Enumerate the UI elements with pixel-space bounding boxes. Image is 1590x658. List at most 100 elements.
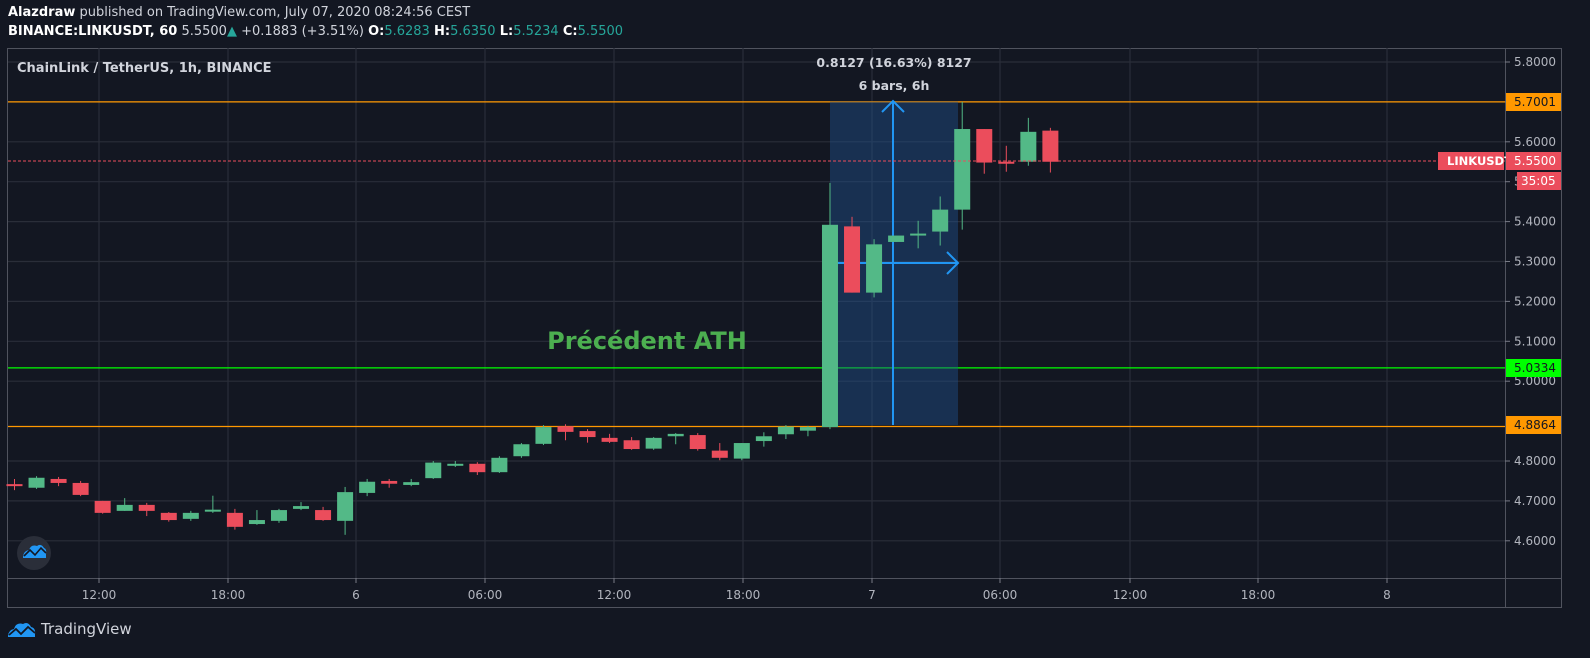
chart-frame[interactable] — [7, 48, 1562, 608]
x-tick-label: 06:00 — [468, 588, 503, 602]
x-tick-label: 18:00 — [726, 588, 761, 602]
candle-up — [182, 512, 199, 519]
ohlc-info: BINANCE:LINKUSDT, 60 5.5500▲ +0.1883 (+3… — [8, 24, 623, 39]
candle-up — [733, 443, 750, 459]
candle-up — [513, 444, 530, 457]
y-tick-label: 4.6000 — [1514, 534, 1556, 548]
candle-down — [226, 512, 243, 527]
candle-up — [359, 481, 376, 493]
logo-line — [23, 546, 47, 557]
candle-down — [557, 426, 574, 432]
x-tick-label: 7 — [868, 588, 876, 602]
candle-down — [50, 478, 67, 483]
countdown-value: 35:05 — [1521, 174, 1556, 188]
candle-up — [866, 244, 883, 293]
candle-down — [844, 226, 861, 293]
candle-up — [932, 209, 949, 232]
low-value: 5.5234 — [513, 24, 559, 39]
candle-up — [425, 462, 442, 479]
candle-down — [138, 504, 155, 511]
candle-down — [381, 480, 398, 484]
low-label: L: — [499, 24, 514, 39]
level-bottom-badge — [1506, 416, 1561, 434]
price-axis[interactable]: 5.80005.70005.60005.50005.40005.30005.20… — [1505, 55, 1556, 548]
x-tick-label: 18:00 — [1241, 588, 1276, 602]
candle-up — [821, 224, 838, 428]
chart-legend-title: ChainLink / TetherUS, 1h, BINANCE — [17, 61, 272, 76]
y-tick-label: 5.1000 — [1514, 334, 1556, 348]
candle-up — [491, 457, 508, 473]
candle-up — [447, 463, 464, 466]
candle-up — [799, 427, 816, 431]
y-tick-label: 5.4000 — [1514, 215, 1556, 229]
candle-up — [667, 433, 684, 437]
candle-up — [403, 482, 420, 485]
candle-down — [72, 482, 89, 495]
candle-up — [535, 427, 552, 444]
candle-down — [469, 463, 486, 473]
y-tick-label: 4.7000 — [1514, 494, 1556, 508]
candle-down — [94, 500, 111, 513]
candle-up — [645, 437, 662, 449]
candle-up — [910, 233, 927, 236]
author-name[interactable]: Alazdraw — [8, 5, 76, 20]
countdown-badge-ext — [1517, 172, 1561, 190]
level-top-badge — [1506, 93, 1561, 111]
tradingview-logo-button[interactable] — [17, 536, 51, 570]
y-tick-label: 5.8000 — [1514, 55, 1556, 69]
candle-up — [293, 506, 310, 509]
level-green-value: 5.0334 — [1514, 361, 1556, 375]
candle-down — [160, 512, 177, 521]
publish-info: Alazdraw published on TradingView.com, J… — [8, 5, 470, 20]
tradingview-cloud-icon — [8, 623, 36, 637]
candle-up — [1020, 131, 1037, 162]
symbol-label: BINANCE:LINKUSDT, 60 — [8, 24, 178, 39]
x-tick-label: 06:00 — [983, 588, 1018, 602]
candle-down — [711, 450, 728, 458]
triangle-up-icon: ▲ — [226, 24, 237, 39]
brand-name: TradingView — [41, 620, 132, 638]
high-label: H: — [433, 24, 451, 39]
measure-label-bars: 6 bars, 6h — [859, 78, 930, 93]
y-tick-label: 5.6000 — [1514, 135, 1556, 149]
arrow-up-icon — [881, 99, 905, 113]
annotation-previous-ath[interactable]: Précédent ATH — [547, 327, 747, 355]
candle-up — [777, 426, 794, 435]
x-tick-label: 6 — [352, 588, 360, 602]
symbol-badge-label: LINKUSDT — [1447, 154, 1512, 168]
candle-up — [755, 436, 772, 442]
candle-down — [6, 484, 23, 487]
y-tick-label: 5.2000 — [1514, 294, 1556, 308]
arrow-right-icon — [946, 251, 960, 275]
last-price-badge — [1506, 152, 1561, 170]
candle-down — [998, 161, 1015, 164]
y-tick-label: 5.3000 — [1514, 255, 1556, 269]
symbol-badge — [1438, 152, 1504, 170]
level-top-value: 5.7001 — [1514, 95, 1556, 109]
candle-up — [270, 510, 287, 521]
candle-up — [28, 477, 45, 488]
level-bottom-value: 4.8864 — [1514, 418, 1556, 432]
measure-label-change: 0.8127 (16.63%) 8127 — [816, 55, 971, 70]
y-tick-label: 5.0000 — [1514, 374, 1556, 388]
level-green-badge — [1506, 359, 1561, 377]
last-price: 5.5500 — [181, 24, 227, 39]
y-tick-label: 4.8000 — [1514, 454, 1556, 468]
candle-down — [689, 435, 706, 450]
footer-brand[interactable]: TradingView — [7, 619, 132, 639]
candle-down — [315, 510, 332, 521]
last-price-value: 5.5500 — [1514, 154, 1556, 168]
publish-text: published on TradingView.com, July 07, 2… — [79, 5, 471, 20]
candles — [6, 101, 1059, 535]
open-value: 5.6283 — [384, 24, 430, 39]
x-tick-label: 12:00 — [82, 588, 117, 602]
x-tick-label: 12:00 — [597, 588, 632, 602]
price-change: +0.1883 (+3.51%) — [241, 24, 364, 39]
candle-down — [601, 437, 618, 442]
time-axis[interactable]: 12:00 18:00 6 06:00 12:00 18:00 7 06:00 12:00 18:… — [82, 578, 1391, 602]
horizontal-levels[interactable] — [8, 101, 1505, 428]
open-label: O: — [368, 24, 385, 39]
x-tick-label: 8 — [1383, 588, 1391, 602]
candle-down — [1042, 130, 1059, 162]
